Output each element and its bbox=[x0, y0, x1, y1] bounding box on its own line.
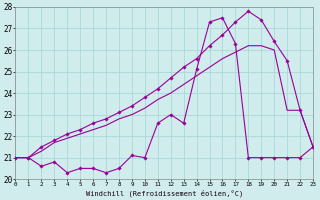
X-axis label: Windchill (Refroidissement éolien,°C): Windchill (Refroidissement éolien,°C) bbox=[86, 189, 243, 197]
